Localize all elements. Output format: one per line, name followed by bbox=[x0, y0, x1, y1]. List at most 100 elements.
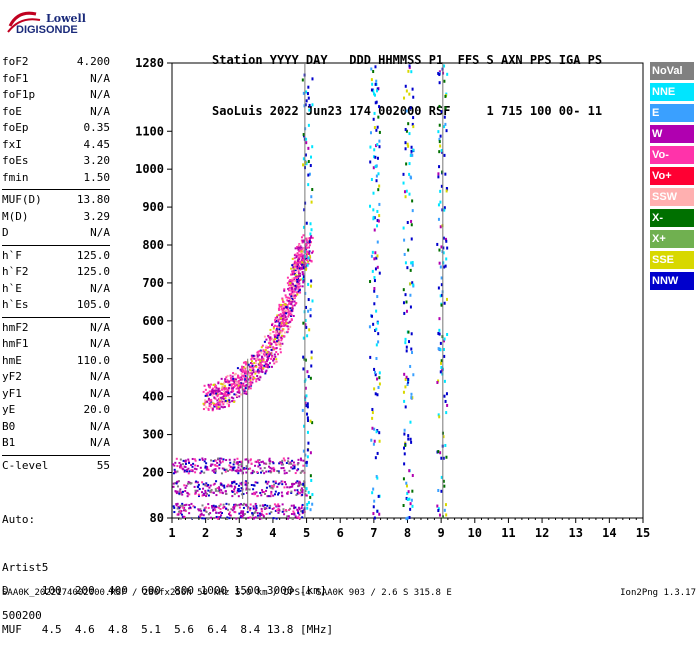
echo-point bbox=[292, 283, 295, 286]
echo-point bbox=[230, 384, 233, 387]
echo-point bbox=[443, 484, 446, 488]
echo-point bbox=[403, 452, 406, 456]
header-values: SaoLuis 2022 Jun23 174 002000 RSF 1 715 … bbox=[212, 104, 603, 118]
echo-point bbox=[247, 387, 250, 390]
echo-point bbox=[371, 82, 374, 86]
echo-point bbox=[301, 263, 304, 266]
echo-point bbox=[292, 269, 295, 272]
echo-point bbox=[370, 67, 373, 71]
echo-point bbox=[268, 457, 271, 460]
echo-point bbox=[281, 342, 284, 345]
param-value: N/A bbox=[90, 226, 110, 239]
echo-point bbox=[267, 480, 270, 483]
echo-point bbox=[252, 354, 255, 357]
echo-point bbox=[182, 468, 185, 471]
echo-point bbox=[288, 462, 291, 465]
echo-point bbox=[270, 324, 273, 327]
echo-point bbox=[405, 375, 408, 379]
echo-point bbox=[194, 491, 197, 494]
echo-point bbox=[306, 419, 309, 423]
echo-point bbox=[300, 248, 303, 251]
echo-point bbox=[271, 322, 274, 325]
echo-point bbox=[305, 221, 308, 225]
echo-point bbox=[267, 363, 270, 366]
param-value: 3.29 bbox=[83, 209, 111, 223]
echo-point bbox=[373, 126, 376, 130]
echo-point bbox=[289, 312, 292, 315]
echo-point bbox=[232, 387, 235, 390]
echo-point bbox=[184, 460, 187, 463]
echo-point bbox=[376, 254, 379, 258]
echo-point bbox=[208, 486, 211, 489]
echo-point bbox=[303, 266, 306, 270]
echo-point bbox=[266, 495, 269, 498]
x-tick-label: 11 bbox=[501, 526, 515, 540]
echo-point bbox=[254, 502, 257, 505]
echo-point bbox=[194, 464, 197, 467]
echo-point bbox=[224, 399, 227, 402]
echo-point bbox=[297, 275, 300, 278]
echo-point bbox=[297, 286, 300, 289]
echo-point bbox=[274, 355, 277, 358]
echo-point bbox=[215, 405, 218, 408]
echo-point bbox=[402, 477, 405, 481]
echo-point bbox=[277, 353, 280, 356]
echo-point bbox=[439, 294, 442, 298]
echo-point bbox=[251, 378, 254, 381]
param-value: N/A bbox=[90, 88, 110, 101]
echo-point bbox=[411, 396, 414, 400]
echo-point bbox=[244, 375, 247, 378]
echo-point bbox=[283, 459, 286, 462]
echo-point bbox=[376, 265, 379, 269]
echo-point bbox=[235, 381, 238, 384]
echo-point bbox=[409, 502, 412, 506]
echo-point bbox=[215, 392, 218, 395]
echo-point bbox=[281, 319, 284, 322]
echo-point bbox=[217, 382, 220, 385]
echo-point bbox=[291, 279, 294, 282]
echo-point bbox=[375, 79, 378, 83]
echo-point bbox=[280, 336, 283, 339]
echo-point bbox=[247, 382, 250, 385]
echo-point bbox=[267, 495, 270, 498]
echo-point bbox=[265, 346, 268, 349]
echo-point bbox=[276, 316, 279, 319]
echo-point bbox=[441, 170, 444, 174]
echo-point bbox=[412, 283, 415, 287]
echo-point bbox=[207, 407, 210, 410]
echo-point bbox=[293, 513, 296, 516]
echo-point bbox=[268, 512, 271, 515]
echo-point bbox=[232, 397, 235, 400]
echo-point bbox=[294, 287, 297, 290]
echo-point bbox=[261, 371, 264, 374]
lowell-logo-icon bbox=[7, 11, 41, 33]
param-value: 1.50 bbox=[83, 170, 111, 184]
echo-point bbox=[226, 402, 229, 405]
echo-point bbox=[220, 396, 223, 399]
echo-point bbox=[301, 260, 304, 263]
echo-point bbox=[239, 386, 242, 389]
echo-point bbox=[250, 472, 253, 475]
echo-point bbox=[274, 480, 277, 483]
echo-point bbox=[309, 508, 312, 512]
echo-point bbox=[232, 390, 235, 393]
echo-point bbox=[404, 337, 407, 341]
echo-point bbox=[179, 504, 182, 507]
echo-point bbox=[219, 400, 222, 403]
echo-point bbox=[265, 345, 268, 348]
echo-point bbox=[378, 271, 381, 275]
echo-point bbox=[228, 382, 231, 385]
echo-point bbox=[304, 401, 307, 405]
echo-point bbox=[216, 517, 219, 520]
echo-point bbox=[306, 430, 309, 434]
echo-point bbox=[306, 416, 309, 420]
echo-point bbox=[404, 84, 407, 88]
echo-point bbox=[262, 353, 265, 356]
echo-point bbox=[176, 485, 179, 488]
echo-point bbox=[402, 446, 405, 450]
echo-point bbox=[375, 174, 378, 178]
echo-point bbox=[281, 459, 284, 462]
echo-point bbox=[402, 504, 405, 508]
echo-point bbox=[306, 334, 309, 338]
echo-point bbox=[296, 517, 299, 520]
